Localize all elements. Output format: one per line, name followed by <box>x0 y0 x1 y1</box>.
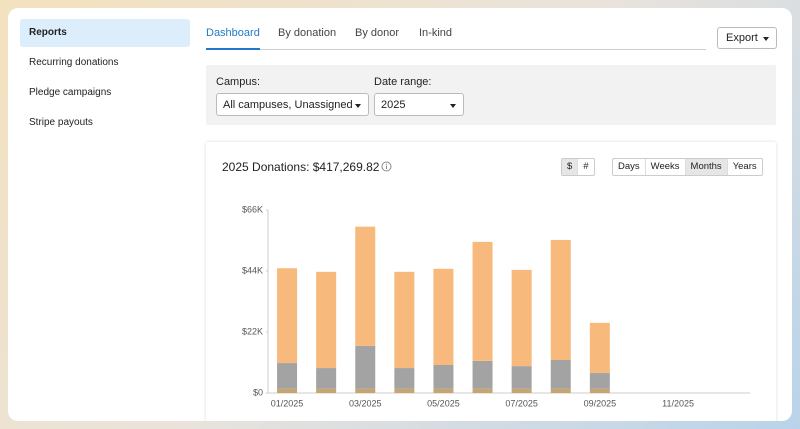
bar-segment <box>316 368 337 389</box>
bar-segment <box>550 239 571 361</box>
campus-label: Campus: <box>216 76 261 88</box>
bar-segment <box>472 241 493 361</box>
tab[interactable]: By donor <box>355 27 400 39</box>
toggle-option[interactable]: Weeks <box>644 159 685 175</box>
bar-segment <box>433 364 454 389</box>
bar-segment <box>394 368 415 389</box>
bar-segment <box>550 388 571 393</box>
filter-bar: Campus: All campuses, Unassigned Date ra… <box>206 65 776 125</box>
x-tick-label: 05/2025 <box>427 398 460 408</box>
chart-title: 2025 Donations: $417,269.82 <box>222 160 380 174</box>
info-icon[interactable] <box>381 161 392 172</box>
tab[interactable]: In-kind <box>419 27 453 39</box>
y-tick-label: $44K <box>242 265 263 275</box>
x-tick-label: 03/2025 <box>349 398 382 408</box>
toggle-option[interactable]: Months <box>684 159 727 175</box>
bar-segment <box>277 268 298 364</box>
period-toggle: Days Weeks Months Years <box>612 158 763 176</box>
bar-segment <box>316 388 337 393</box>
x-tick-label: 11/2025 <box>662 398 694 408</box>
caret <box>763 37 769 41</box>
caret <box>450 104 456 108</box>
caret <box>355 104 361 108</box>
chart: $0 $22K $44K $66K 01/2025 03/2025 05/2025 07/20… <box>242 204 750 408</box>
bar-segment <box>511 388 532 393</box>
tab-bar: Dashboard By donation By donor In-kind <box>206 22 706 50</box>
sidebar: Reports Recurring donations Pledge campaig… <box>20 19 190 139</box>
bar-segment <box>589 388 610 393</box>
bar-segment <box>394 388 415 393</box>
bar-segment <box>316 271 337 369</box>
bar-segment <box>511 269 532 367</box>
export-label: Export <box>726 32 758 44</box>
toggle-option[interactable]: Years <box>726 159 762 175</box>
sidebar-item[interactable]: Stripe payouts <box>29 117 93 128</box>
campus-select[interactable]: All campuses, Unassigned <box>216 93 369 116</box>
toggle-option[interactable]: Days <box>618 161 640 172</box>
toggle-option[interactable]: # <box>577 159 593 175</box>
sidebar-item[interactable]: Pledge campaigns <box>29 87 112 98</box>
bar-segment <box>589 373 610 389</box>
app-panel: Reports Recurring donations Pledge campaig… <box>8 8 792 421</box>
bar-segment <box>433 268 454 365</box>
tab[interactable]: Dashboard <box>206 22 260 50</box>
unit-toggle: $ # <box>561 158 595 176</box>
bar-segment <box>589 322 610 374</box>
bar-segment <box>550 360 571 389</box>
bar-segment <box>511 366 532 389</box>
bar-segment <box>355 388 376 393</box>
date-range-value: 2025 <box>381 99 406 111</box>
tab[interactable]: By donation <box>278 27 337 39</box>
bar-segment <box>355 345 376 389</box>
campus-value: All campuses, Unassigned <box>223 99 353 111</box>
bar-segment <box>472 388 493 393</box>
bar-segment <box>394 271 415 369</box>
export-button[interactable]: Export <box>717 27 777 49</box>
sidebar-item[interactable]: Reports <box>20 19 190 47</box>
y-tick-label: $0 <box>253 387 263 397</box>
bar-segment <box>277 363 298 389</box>
bar-segment <box>472 360 493 389</box>
toggle-option[interactable]: $ <box>562 159 578 175</box>
bar-segment <box>355 226 376 346</box>
sidebar-item[interactable]: Recurring donations <box>29 57 119 68</box>
chart-card: 2025 Donations: $417,269.82 $ # Days Weeks… <box>206 142 776 421</box>
y-tick-label: $22K <box>242 326 263 336</box>
x-tick-label: 07/2025 <box>505 398 538 408</box>
date-range-select[interactable]: 2025 <box>374 93 464 116</box>
date-range-label: Date range: <box>374 76 432 88</box>
x-tick-label: 09/2025 <box>584 398 617 408</box>
bar-segment <box>433 388 454 393</box>
bar-segment <box>277 388 298 393</box>
x-tick-label: 01/2025 <box>271 398 304 408</box>
y-tick-label: $66K <box>242 204 263 214</box>
